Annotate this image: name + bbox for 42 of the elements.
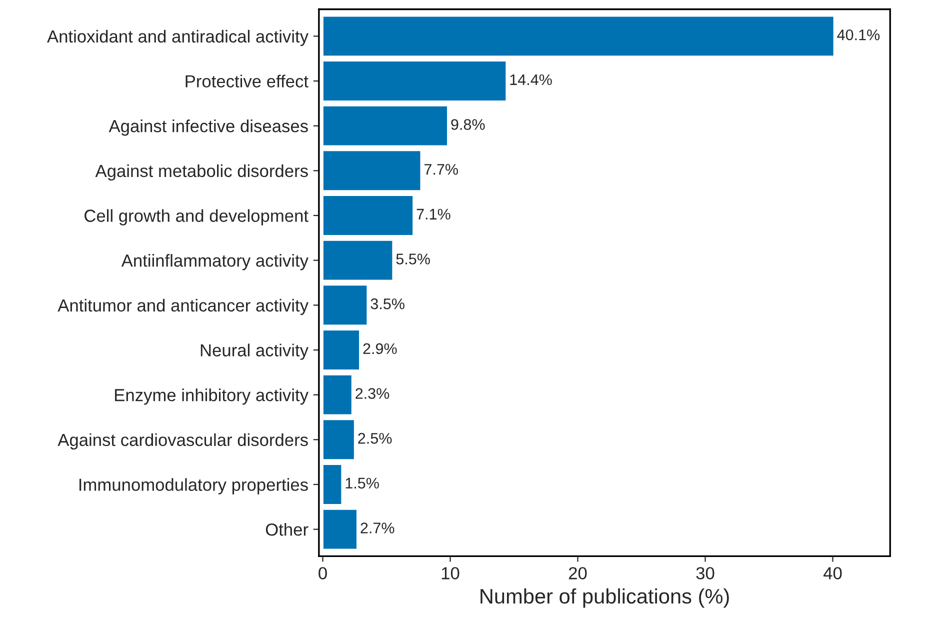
x-tick-label: 40 [823, 567, 842, 580]
data-label: 1.5% [346, 478, 379, 489]
y-tick-label: Against cardiovascular disorders [58, 433, 308, 450]
data-label: 40.1% [837, 29, 880, 40]
x-tick-label: 30 [696, 567, 714, 580]
y-tick-label: Protective effect [186, 74, 308, 88]
bar [322, 418, 356, 461]
data-label: 2.5% [358, 432, 392, 444]
y-tick-label: Antiinflammatory activity [121, 254, 308, 270]
bar [322, 508, 358, 550]
data-label: 2.9% [363, 343, 397, 354]
bar [322, 374, 353, 416]
x-axis-title: Number of publications (%) [480, 588, 729, 608]
x-tick-label: 20 [568, 567, 587, 580]
y-tick-label: Against infective diseases [108, 120, 308, 136]
x-tick-label: 0 [318, 567, 327, 580]
data-label: 7.7% [424, 164, 458, 175]
y-tick-label: Enzyme inhibitory activity [115, 388, 308, 405]
bar [322, 104, 448, 147]
data-label: 7.1% [416, 208, 450, 220]
bar [322, 150, 422, 192]
data-label: 5.5% [396, 254, 430, 264]
bar [322, 464, 343, 506]
y-tick-label: Immunomodulatory properties [80, 478, 308, 494]
bar [322, 284, 368, 326]
y-tick-label: Antioxidant and antiradical activity [47, 30, 308, 46]
data-label: 14.4% [510, 74, 552, 86]
bar [322, 194, 414, 236]
y-tick-label: Antitumor and anticancer activity [58, 298, 308, 316]
data-label: 3.5% [370, 298, 404, 310]
data-label: 2.3% [356, 388, 390, 399]
bar [322, 329, 360, 371]
bar [322, 239, 394, 282]
y-tick-label: Against metabolic disorders [95, 164, 308, 181]
data-label: 2.7% [360, 522, 394, 534]
y-tick-label: Neural activity [200, 344, 308, 360]
bar [322, 15, 835, 58]
y-tick-label: Other [266, 523, 308, 536]
x-tick-label: 10 [442, 567, 460, 580]
data-label: 9.8% [451, 119, 485, 130]
y-tick-label: Cell growth and development [84, 209, 308, 226]
bar [322, 60, 508, 102]
